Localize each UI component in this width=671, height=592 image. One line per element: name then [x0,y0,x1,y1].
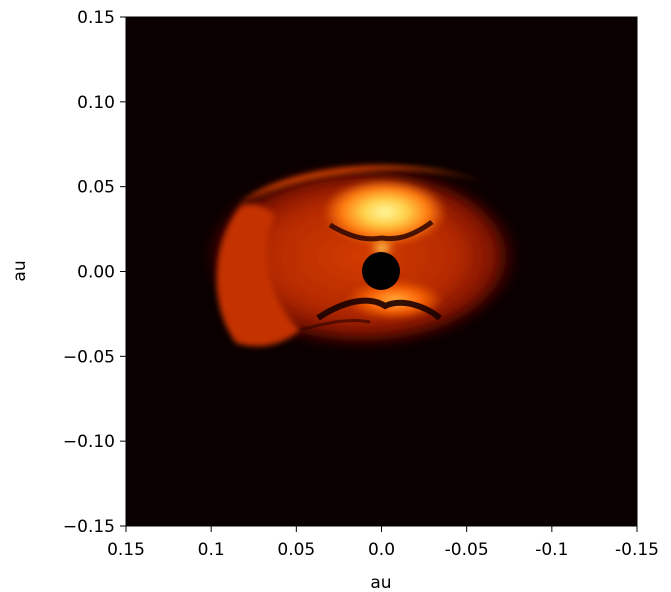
x-tick-label: 0.0 [368,540,395,560]
y-tick-label: −0.15 [63,517,115,537]
upper-dark-lane [328,219,434,242]
y-axis-label: au [10,260,30,281]
y-tick-label: −0.05 [63,347,115,367]
x-axis-label: au [370,573,391,592]
y-tick-label: 0.00 [77,263,115,283]
disk-emission [204,164,520,348]
x-tick-label: -0.05 [445,540,489,560]
x-tick-label: 0.05 [277,540,315,560]
y-tick-label: 0.15 [77,8,115,28]
x-tick-label: -0.15 [615,540,659,560]
x-tick-label: 0.1 [198,540,225,560]
lower-dark-lane [316,297,442,321]
upper-arc [238,165,500,205]
y-axis: 0.15 0.10 0.05 0.00 −0.05 −0.10 −0.15 [63,8,126,537]
x-tick-label: -0.1 [535,540,568,560]
lower-bright-lobe [347,280,443,320]
plot-area [126,17,637,526]
central-object [362,252,400,290]
x-axis: 0.15 0.1 0.05 0.0 -0.05 -0.1 -0.15 [107,526,659,560]
lower-dark-lane-2 [299,318,371,332]
y-tick-label: 0.10 [77,93,115,113]
y-tick-label: −0.10 [63,432,115,452]
y-tick-label: 0.05 [77,178,115,198]
left-disk-wing [216,204,300,347]
upper-bright-lobe [323,178,447,246]
x-tick-label: 0.15 [107,540,145,560]
